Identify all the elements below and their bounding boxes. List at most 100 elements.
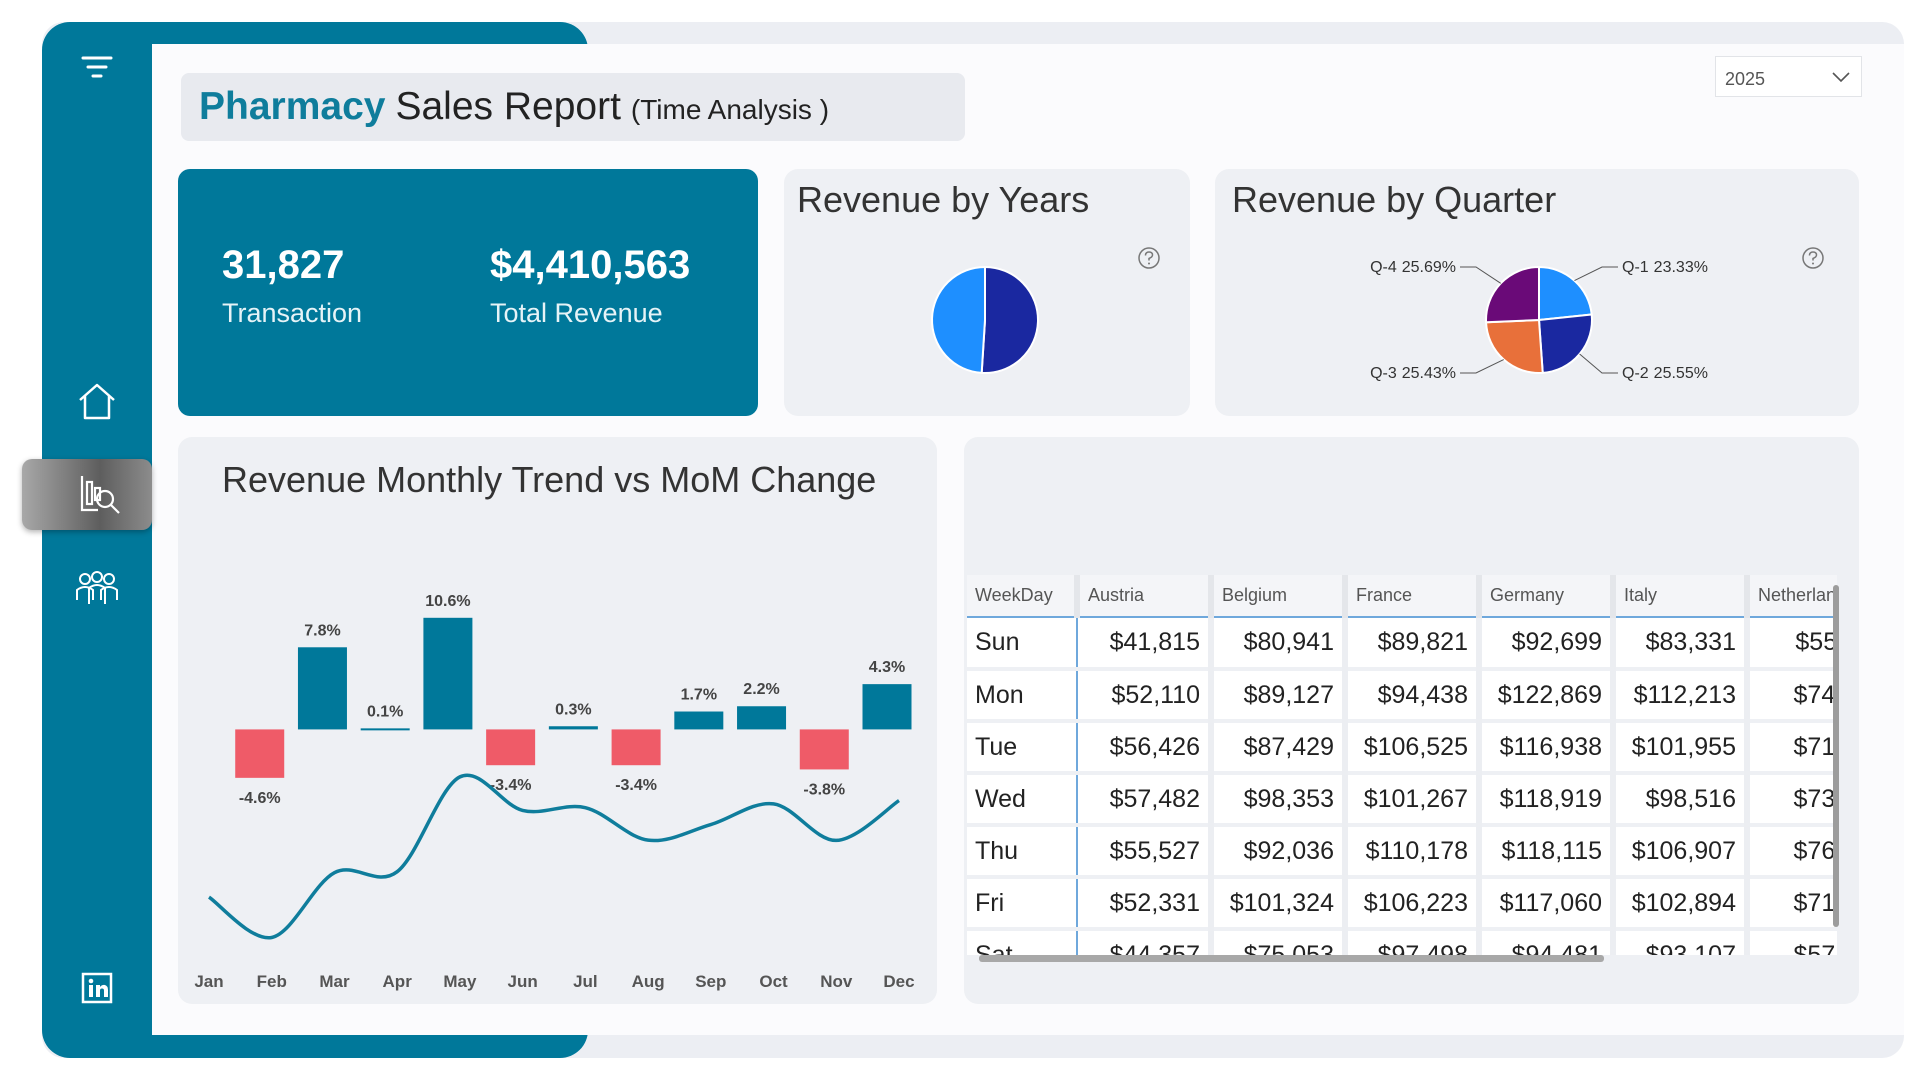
table-cell: $89,127: [1211, 669, 1348, 723]
analysis-icon[interactable]: [78, 472, 122, 516]
table-cell: $89,821: [1345, 617, 1482, 671]
column-header: Italy: [1613, 575, 1750, 618]
table-cell: $55,11: [1747, 617, 1837, 671]
table-cell: $75,053: [1211, 929, 1348, 955]
data-label: -3.4%: [615, 777, 657, 794]
table-cell: $110,178: [1345, 825, 1482, 879]
table-cell: $112,213: [1613, 669, 1750, 723]
scrollbar-vertical[interactable]: [1833, 585, 1839, 927]
table-cell: $57,91: [1747, 929, 1837, 955]
bar: [486, 729, 536, 766]
slice-category: Q-4: [1370, 259, 1397, 276]
bar: [423, 617, 473, 730]
x-tick-label: Aug: [632, 972, 665, 991]
title-brand: Pharmacy: [199, 85, 386, 128]
column-header: Austria: [1077, 575, 1214, 618]
slice-category: Q-1: [1622, 259, 1649, 276]
table-cell: $98,516: [1613, 773, 1750, 827]
matrix-table: WeekDay Austria Belgium France Germany Italy N…: [967, 575, 1837, 955]
row-header: Sun: [967, 617, 1078, 671]
table-cell: $71,85: [1747, 721, 1837, 775]
table-cell: $55,527: [1077, 825, 1214, 879]
pie-slice: [931, 265, 986, 374]
table-cell: $44,357: [1077, 929, 1214, 955]
x-tick-label: Feb: [257, 972, 287, 991]
bar: [611, 729, 661, 766]
row-header: Fri: [967, 877, 1078, 931]
slice-label: Q-4 25.69%: [1370, 259, 1456, 276]
x-tick-label: Jun: [508, 972, 538, 991]
trend-line: [207, 773, 901, 940]
table-cell: $71,88: [1747, 877, 1837, 931]
table-cell: $57,482: [1077, 773, 1214, 827]
table-cell: $106,907: [1613, 825, 1750, 879]
table-cell: $52,110: [1077, 669, 1214, 723]
x-tick-label: Mar: [319, 972, 350, 991]
help-icon[interactable]: [1137, 246, 1161, 270]
column-header: Netherlan: [1747, 575, 1837, 618]
people-icon[interactable]: [75, 570, 119, 608]
filter-icon[interactable]: [80, 52, 114, 82]
year-selected: 2025: [1725, 69, 1766, 89]
table-row: Tue $56,426 $87,429 $106,525 $116,938 $101,95…: [967, 721, 1837, 775]
table-cell: $83,331: [1613, 617, 1750, 671]
table-cell: $52,331: [1077, 877, 1214, 931]
slice-label: Q-2 25.55%: [1622, 365, 1708, 382]
table-cell: $92,036: [1211, 825, 1348, 879]
pie-slice: [1537, 313, 1594, 374]
table-cell: $101,267: [1345, 773, 1482, 827]
column-header: Belgium: [1211, 575, 1348, 618]
table-cell: $106,525: [1345, 721, 1482, 775]
data-label: -4.6%: [239, 790, 281, 807]
table-cell: $101,324: [1211, 877, 1348, 931]
table-cell: $74,78: [1747, 669, 1837, 723]
table-cell: $92,699: [1479, 617, 1616, 671]
table-row: Fri $52,331 $101,324 $106,223 $117,060 $102,8…: [967, 877, 1837, 931]
pie-slice: [1538, 265, 1593, 322]
table-cell: $56,426: [1077, 721, 1214, 775]
bar: [862, 684, 912, 730]
table-cell: $106,223: [1345, 877, 1482, 931]
x-tick-label: Oct: [759, 972, 788, 991]
x-tick-label: Jul: [573, 972, 598, 991]
help-icon[interactable]: [1801, 246, 1825, 270]
bar: [297, 647, 347, 730]
bar: [737, 706, 787, 730]
title-main: Sales Report: [395, 85, 621, 128]
slice-value: 25.69%: [1402, 259, 1456, 276]
slice-value: 25.43%: [1402, 365, 1456, 382]
slice-value: 23.33%: [1654, 259, 1708, 276]
table-row: Mon $52,110 $89,127 $94,438 $122,869 $112,213…: [967, 669, 1837, 723]
data-label: 1.7%: [681, 687, 717, 704]
pie-slice: [1485, 265, 1540, 324]
card-title: Revenue by Quarter: [1232, 179, 1557, 220]
kpi-value: 31,827: [222, 243, 345, 287]
table-cell: $94,481: [1479, 929, 1616, 955]
scrollbar-horizontal[interactable]: [979, 955, 1604, 962]
home-icon[interactable]: [76, 380, 118, 422]
table-cell: $80,941: [1211, 617, 1348, 671]
bar: [548, 726, 598, 730]
row-header: Mon: [967, 669, 1078, 723]
card-title: Revenue by Years: [797, 179, 1090, 220]
x-tick-label: Nov: [820, 972, 853, 991]
table-cell: $116,938: [1479, 721, 1616, 775]
table-cell: $102,894: [1613, 877, 1750, 931]
pie-slice: [980, 265, 1039, 374]
header-row: WeekDay Austria Belgium France Germany Italy N…: [967, 575, 1837, 618]
kpi: 31,827 Transaction: [222, 243, 362, 329]
table-row: Sun $41,815 $80,941 $89,821 $92,699 $83,331 $5…: [967, 617, 1837, 671]
data-label: -3.4%: [490, 777, 532, 794]
data-label: 0.1%: [367, 703, 403, 720]
table-cell: $98,353: [1211, 773, 1348, 827]
year-dropdown[interactable]: 2025: [1715, 56, 1862, 97]
slice-category: Q-2: [1622, 365, 1649, 382]
card-title: Revenue Monthly Trend vs MoM Change: [222, 459, 877, 500]
row-header: Thu: [967, 825, 1078, 879]
linkedin-icon[interactable]: [81, 972, 113, 1004]
bar: [799, 729, 849, 770]
slice-label: Q-1 23.33%: [1622, 259, 1708, 276]
table-cell: $76,15: [1747, 825, 1837, 879]
leader-line: [1460, 359, 1504, 374]
x-tick-label: Sep: [695, 972, 726, 991]
